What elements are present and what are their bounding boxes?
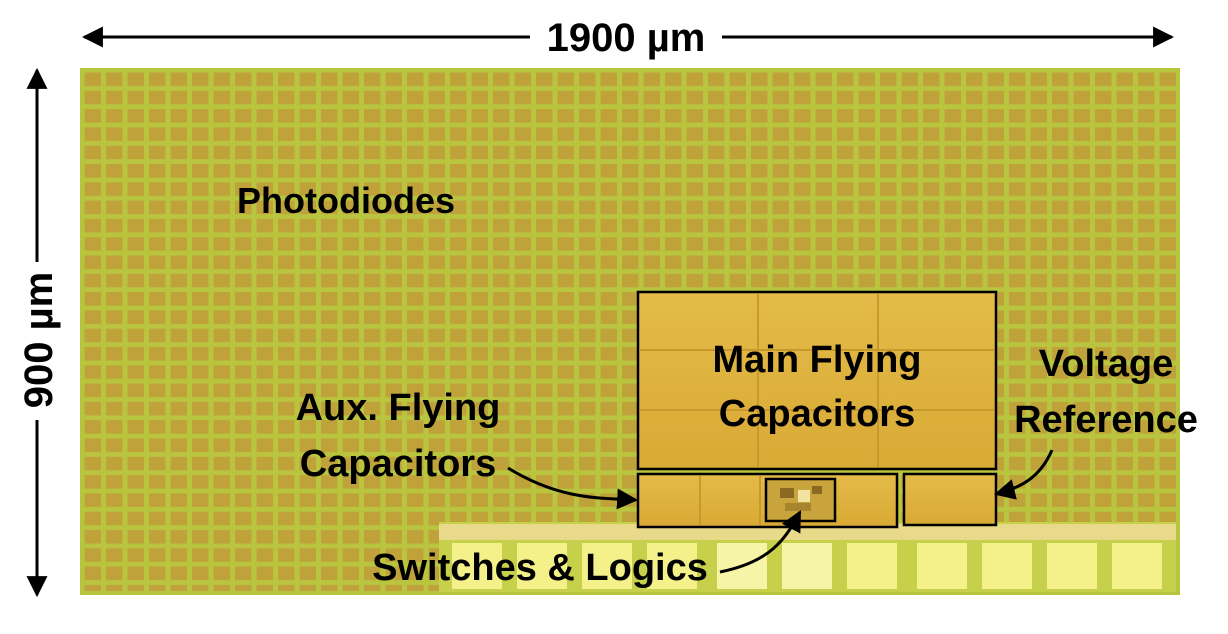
bond-pad	[782, 543, 832, 589]
bond-pads	[452, 543, 1162, 589]
bond-pad	[1047, 543, 1097, 589]
bond-pad	[847, 543, 897, 589]
voltage-ref-label-line2: Reference	[1014, 399, 1198, 441]
main-caps-label-line2: Capacitors	[719, 393, 915, 435]
voltage-ref-callout-arrow	[993, 449, 1054, 500]
height-dimension-label: 900 µm	[17, 272, 61, 408]
photodiodes-label: Photodiodes	[237, 180, 455, 221]
aux-caps-label-line2: Capacitors	[300, 443, 496, 485]
voltage-ref-label-line1: Voltage	[1039, 343, 1173, 385]
main-caps-label-line1: Main Flying	[713, 339, 922, 381]
aux-caps-callout-arrow	[507, 466, 639, 510]
main-capacitor-block	[636, 290, 998, 471]
switches-callout-arrow	[719, 510, 802, 574]
switches-label: Switches & Logics	[372, 547, 708, 589]
aux-caps-label-line1: Aux. Flying	[296, 387, 501, 429]
photodiode-array	[84, 72, 1176, 530]
bond-pad	[647, 543, 697, 589]
bond-pad	[982, 543, 1032, 589]
bond-pad	[917, 543, 967, 589]
bond-pad	[452, 543, 502, 589]
voltage-reference-block	[902, 472, 998, 527]
bond-pad	[1112, 543, 1162, 589]
photodiode-array-lower	[84, 528, 439, 591]
switches-logic-block	[764, 477, 837, 523]
bond-pad	[582, 543, 632, 589]
bond-pad	[517, 543, 567, 589]
pad-bus	[439, 524, 1176, 540]
width-dimension-label: 1900 µm	[547, 16, 706, 60]
